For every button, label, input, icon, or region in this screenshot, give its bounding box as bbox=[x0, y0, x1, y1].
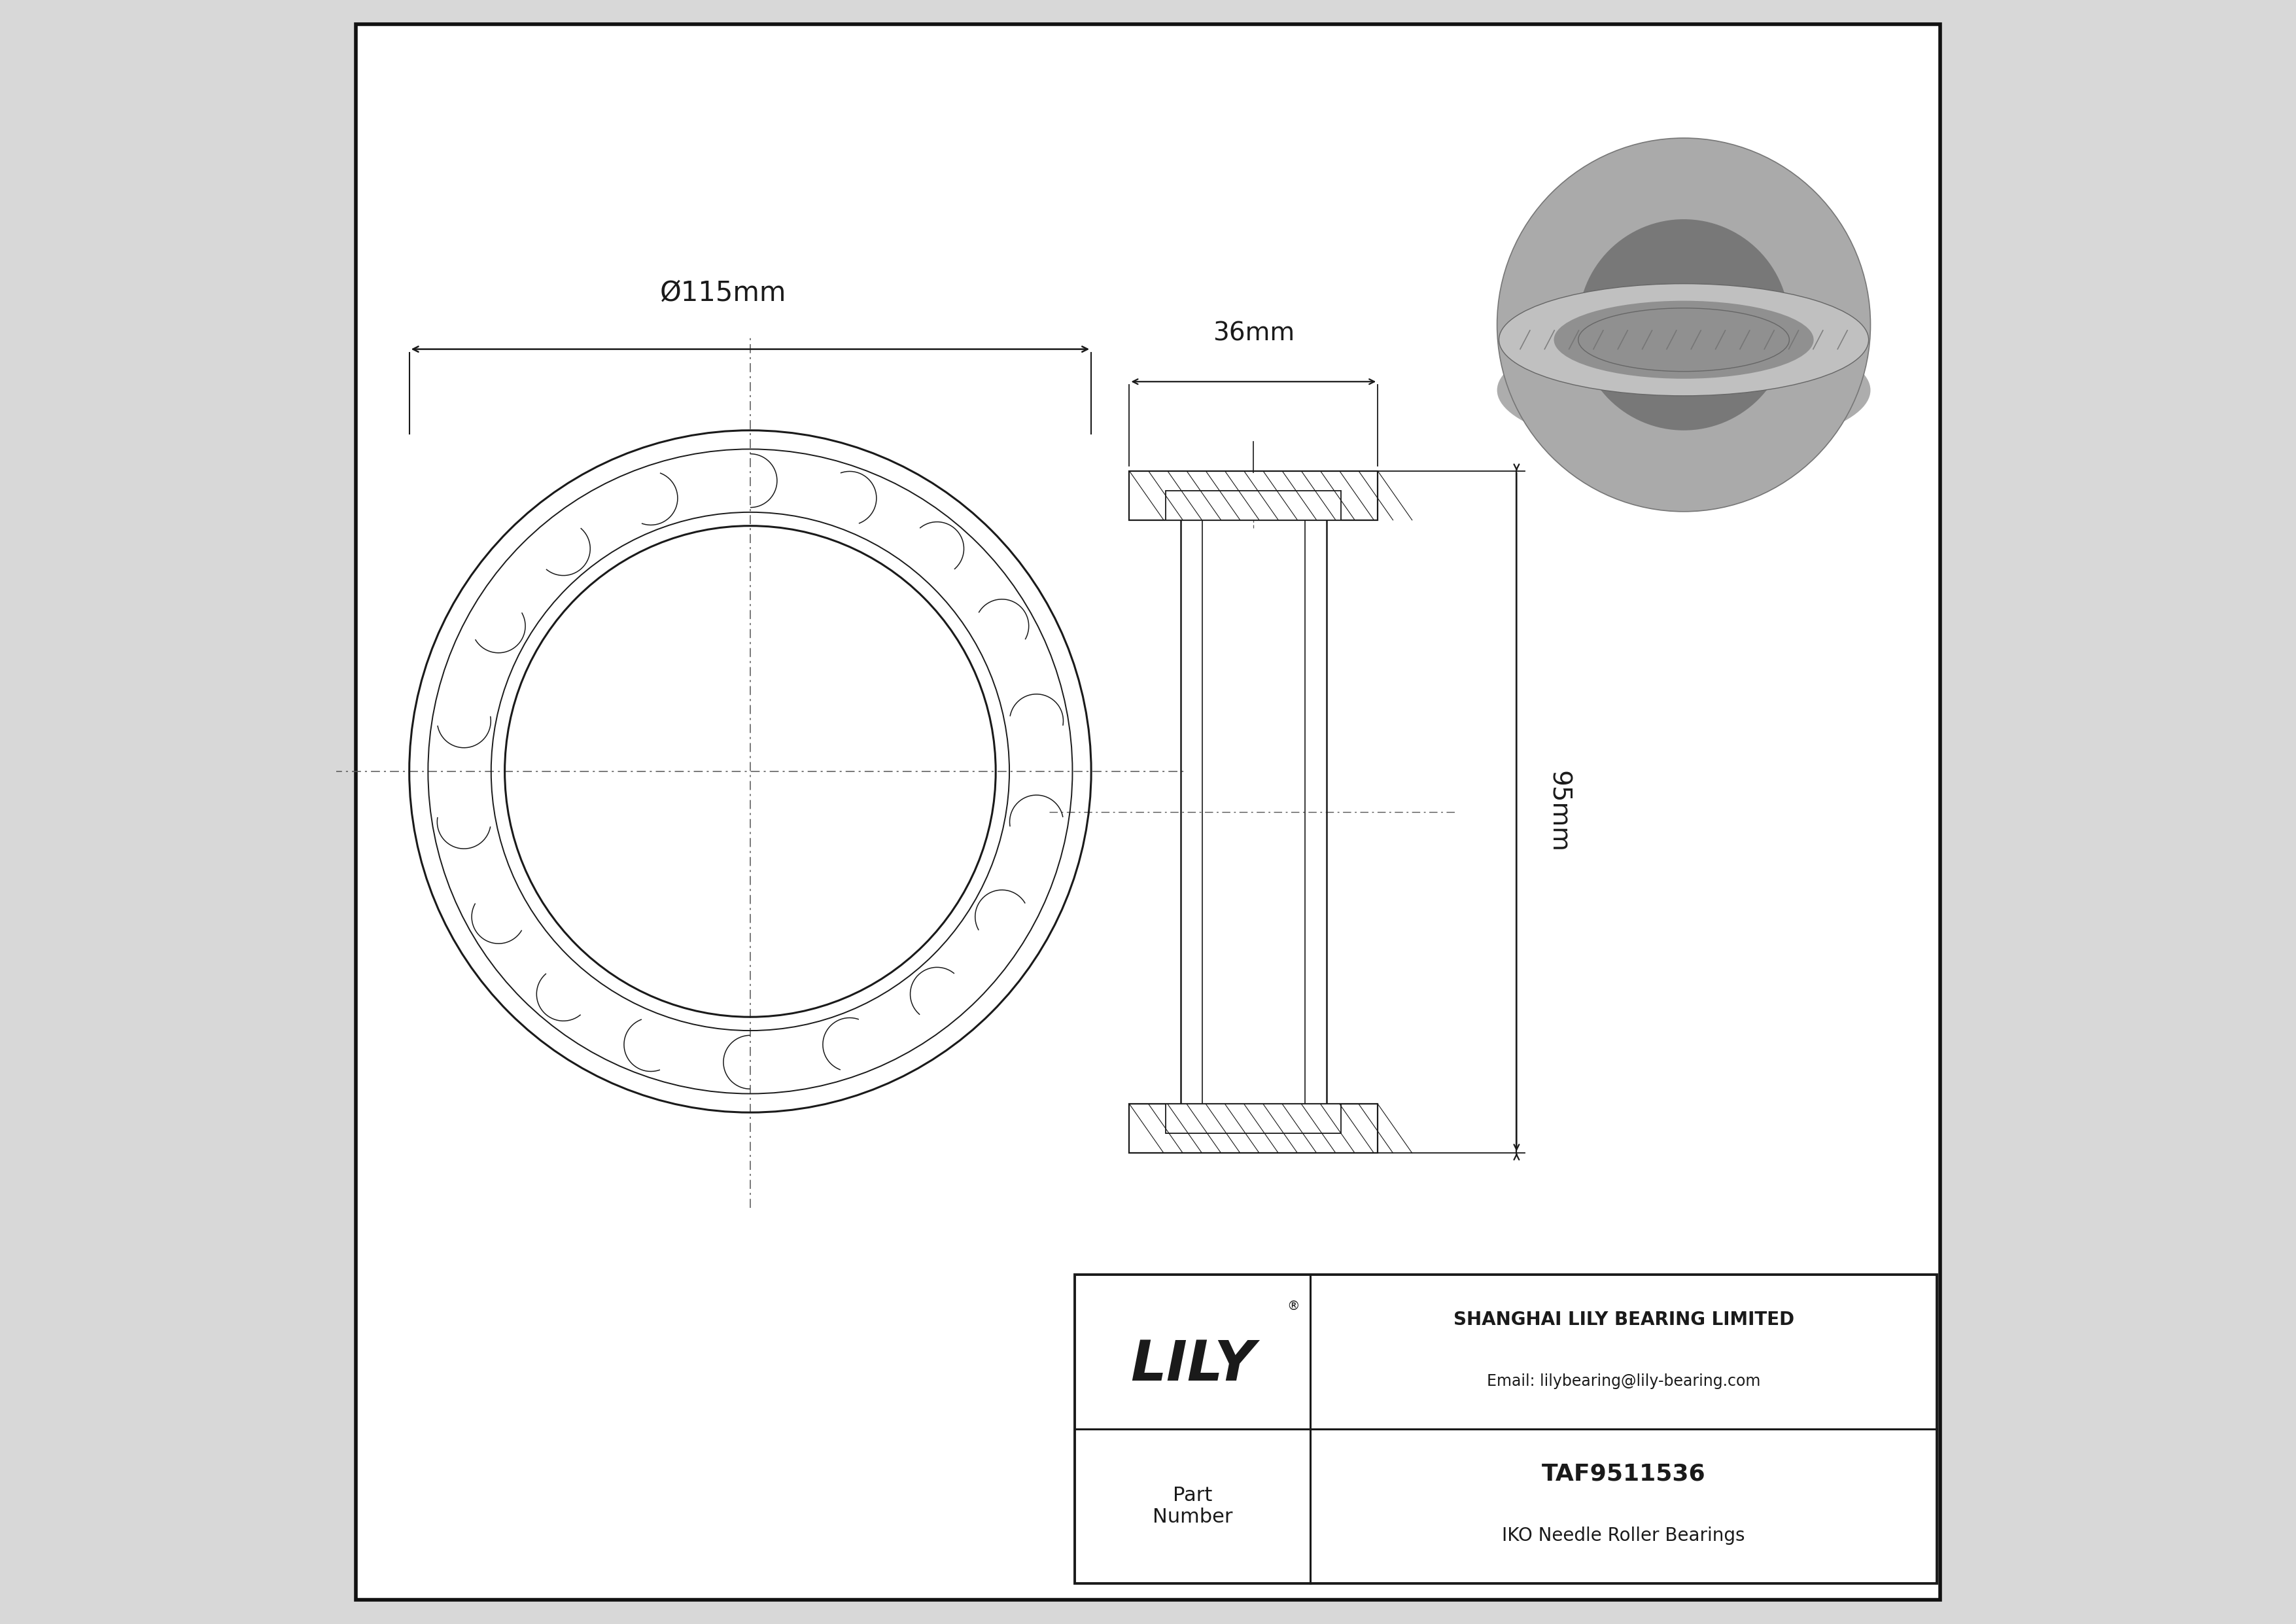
Text: ®: ® bbox=[1286, 1301, 1300, 1312]
Text: 36mm: 36mm bbox=[1212, 322, 1295, 346]
Ellipse shape bbox=[1499, 284, 1869, 396]
Text: Email: lilybearing@lily-bearing.com: Email: lilybearing@lily-bearing.com bbox=[1488, 1374, 1761, 1389]
Bar bbox=[1130, 1104, 1378, 1153]
Bar bbox=[1075, 1275, 1938, 1583]
Text: Ø115mm: Ø115mm bbox=[659, 279, 785, 307]
Text: 95mm: 95mm bbox=[1545, 771, 1570, 853]
Text: Part
Number: Part Number bbox=[1153, 1486, 1233, 1527]
Circle shape bbox=[1497, 138, 1871, 512]
Circle shape bbox=[1577, 219, 1789, 430]
Ellipse shape bbox=[1554, 300, 1814, 378]
Text: LILY: LILY bbox=[1130, 1338, 1256, 1392]
Ellipse shape bbox=[1577, 309, 1789, 372]
Ellipse shape bbox=[1497, 330, 1871, 451]
Bar bbox=[1166, 1104, 1341, 1134]
Bar bbox=[1130, 471, 1378, 520]
Text: SHANGHAI LILY BEARING LIMITED: SHANGHAI LILY BEARING LIMITED bbox=[1453, 1311, 1793, 1328]
Text: IKO Needle Roller Bearings: IKO Needle Roller Bearings bbox=[1502, 1527, 1745, 1544]
Text: TAF9511536: TAF9511536 bbox=[1541, 1463, 1706, 1484]
Bar bbox=[1166, 490, 1341, 520]
